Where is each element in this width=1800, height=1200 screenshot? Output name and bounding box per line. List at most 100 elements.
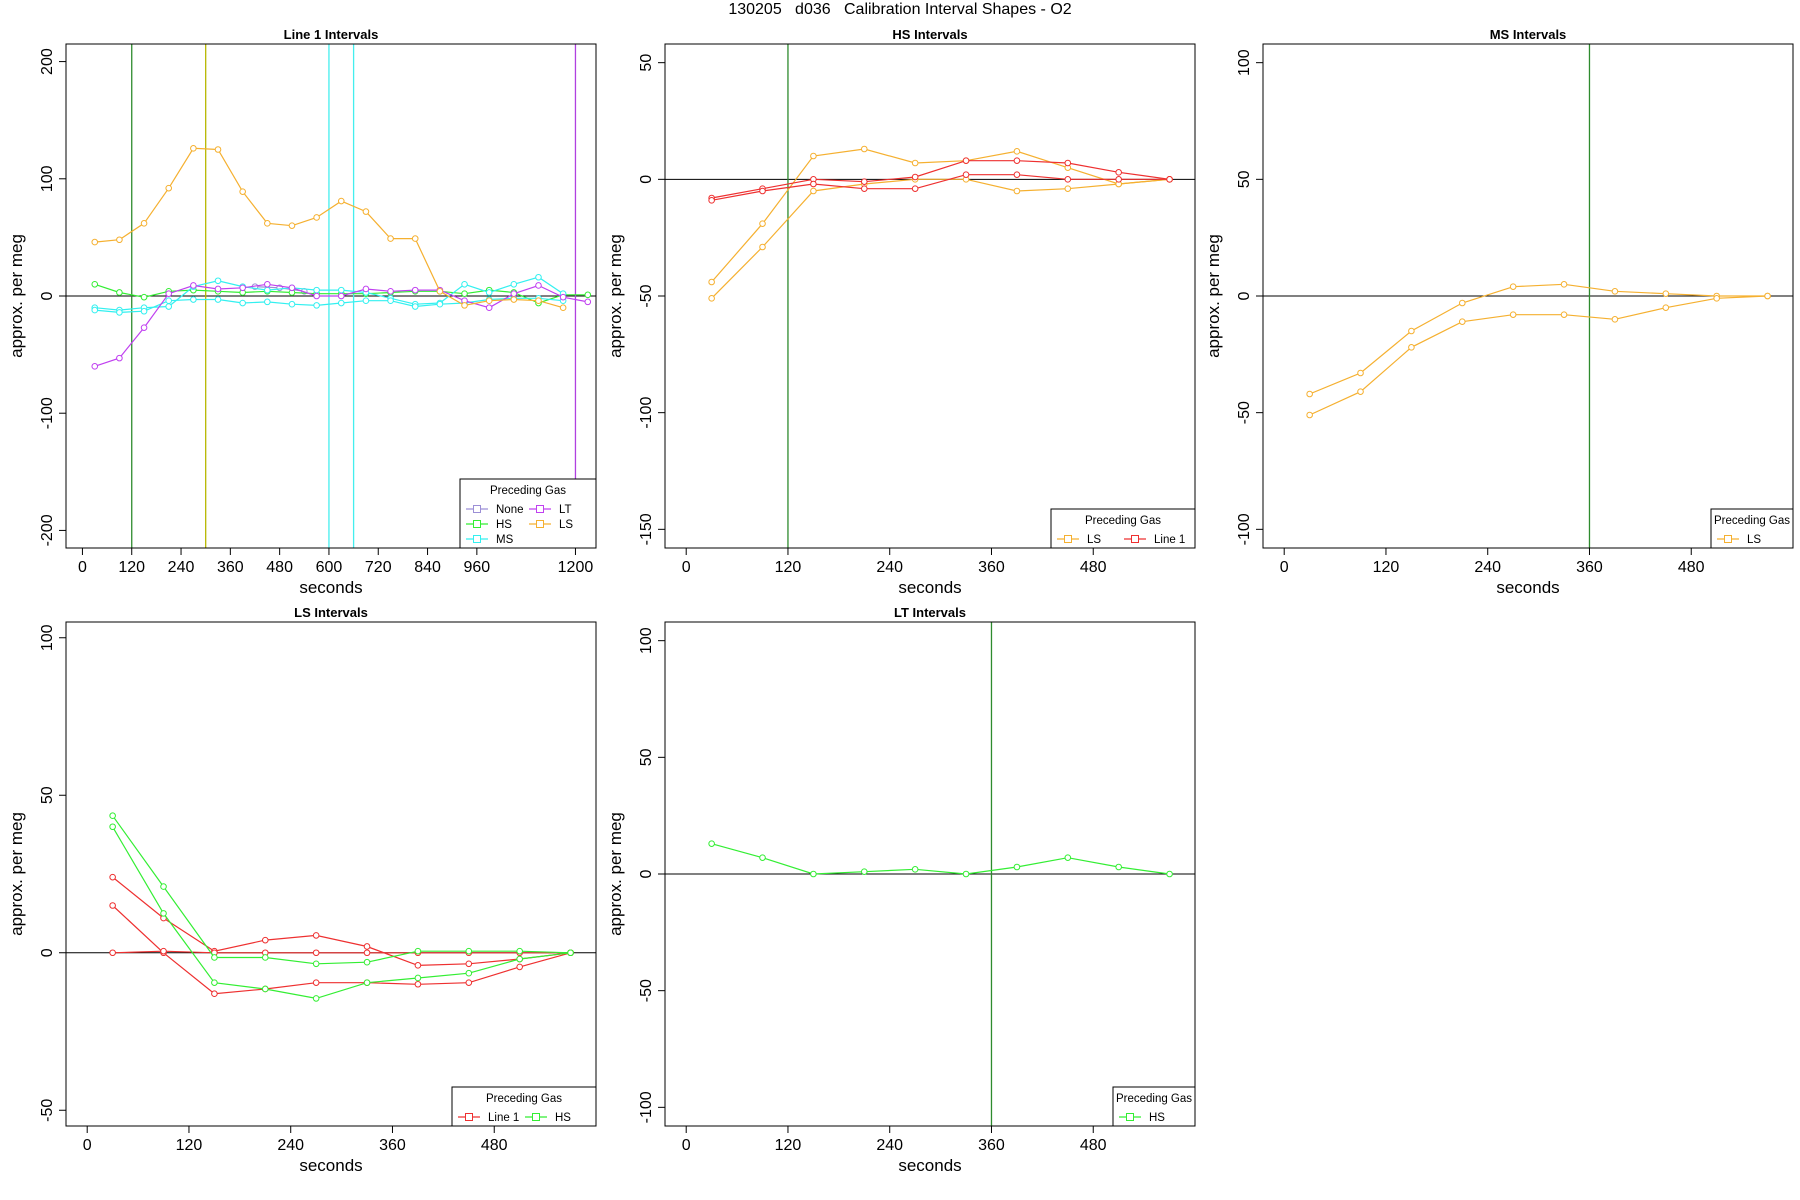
legend-entry: HS — [525, 1112, 571, 1124]
legend-label: HS — [1149, 1112, 1165, 1124]
data-point — [465, 979, 473, 986]
x-tick-label: 480 — [1080, 559, 1107, 576]
data-point — [1013, 171, 1021, 178]
legend-label: MS — [496, 534, 514, 546]
data-point — [962, 171, 970, 178]
x-tick-label: 120 — [775, 1137, 802, 1154]
y-tick-label: 50 — [638, 748, 655, 766]
data-point — [362, 208, 370, 215]
legend: Preceding Gas LS — [1710, 508, 1794, 549]
data-point — [535, 282, 542, 289]
data-point — [860, 185, 868, 192]
x-tick-label: 120 — [118, 559, 145, 576]
data-point — [1764, 292, 1771, 300]
data-point — [911, 185, 919, 192]
data-point — [559, 304, 567, 312]
data-point — [911, 173, 919, 181]
data-point — [288, 222, 296, 229]
legend-entry: HS — [1119, 1112, 1165, 1124]
data-point — [1115, 169, 1122, 176]
y-tick-label: -50 — [1236, 401, 1253, 424]
y-tick-label: 0 — [39, 948, 56, 957]
y-axis-label: approx. per meg — [1204, 234, 1223, 358]
data-point — [1662, 290, 1670, 297]
panel-title: MS Intervals — [1490, 27, 1567, 42]
legend-marker — [1126, 1113, 1134, 1121]
y-tick-label: 0 — [638, 869, 655, 878]
data-point — [140, 220, 148, 227]
data-point — [461, 302, 468, 309]
legend-entry: LS — [1057, 534, 1101, 546]
legend-label: HS — [555, 1112, 571, 1124]
data-point — [1115, 176, 1122, 183]
legend-label: LS — [559, 519, 573, 531]
panel-4: LS Intervals 0 120 240 360 480 seconds -50 0 50 10… — [7, 605, 597, 1175]
legend-marker — [536, 520, 544, 528]
panel-2: HS Intervals 0 120 240 360 480 seconds -150 -100… — [606, 27, 1196, 597]
data-point — [465, 969, 473, 977]
data-point — [461, 280, 468, 288]
y-tick-label: -150 — [638, 513, 655, 545]
data-point — [387, 235, 394, 242]
series-ls — [1306, 281, 1771, 398]
data-point — [510, 296, 518, 303]
legend-box — [459, 478, 597, 549]
data-point — [1408, 344, 1415, 351]
x-tick-label: 480 — [1678, 559, 1705, 576]
data-point — [436, 288, 444, 295]
series-line — [112, 950, 571, 954]
plot-frame — [664, 43, 1196, 549]
data-point — [414, 974, 422, 982]
legend-box — [1050, 508, 1196, 549]
data-point — [109, 902, 116, 909]
x-axis-label: seconds — [299, 578, 362, 597]
series-ls — [1306, 292, 1771, 419]
data-point — [510, 280, 518, 288]
series-line — [711, 174, 1170, 201]
data-point — [485, 304, 493, 312]
data-point — [708, 197, 715, 204]
legend-box — [451, 1086, 597, 1127]
legend-label: None — [496, 504, 524, 516]
legend-title: Preceding Gas — [486, 1093, 562, 1105]
legend-marker — [473, 520, 481, 528]
data-point — [211, 979, 218, 986]
x-tick-label: 960 — [464, 559, 491, 576]
series-line — [112, 815, 571, 965]
data-point — [214, 277, 222, 285]
legend-entry: LS — [529, 519, 573, 531]
legend-title: Preceding Gas — [1085, 515, 1161, 527]
legend-title: Preceding Gas — [1714, 515, 1790, 527]
series-hs — [708, 840, 1173, 878]
x-tick-label: 240 — [277, 1137, 304, 1154]
legend-entry: None — [466, 504, 524, 516]
data-point — [160, 910, 167, 917]
legend-marker — [465, 1113, 473, 1121]
series-line — [94, 276, 564, 311]
data-point — [1064, 159, 1072, 167]
x-axis-label: seconds — [898, 1156, 961, 1175]
data-point — [109, 949, 116, 957]
data-point — [337, 197, 345, 205]
y-tick-label: -100 — [638, 397, 655, 429]
data-point — [313, 286, 320, 294]
x-axis-label: seconds — [1496, 578, 1559, 597]
series-hs — [109, 812, 574, 968]
x-tick-label: 240 — [1474, 559, 1501, 576]
data-point — [485, 297, 493, 304]
data-point — [165, 290, 173, 297]
series-line — [112, 876, 571, 967]
x-tick-label: 600 — [316, 559, 343, 576]
data-point — [1458, 299, 1466, 307]
legend-title: Preceding Gas — [490, 485, 566, 497]
series-line — [711, 148, 1170, 283]
y-tick-label: 0 — [1236, 291, 1253, 300]
panel-title: LT Intervals — [894, 605, 966, 620]
data-point — [109, 873, 116, 881]
data-point — [91, 363, 99, 370]
panel-title: Line 1 Intervals — [284, 27, 379, 42]
legend-label: LS — [1087, 534, 1101, 546]
data-point — [211, 990, 218, 998]
x-axis-label: seconds — [898, 578, 961, 597]
